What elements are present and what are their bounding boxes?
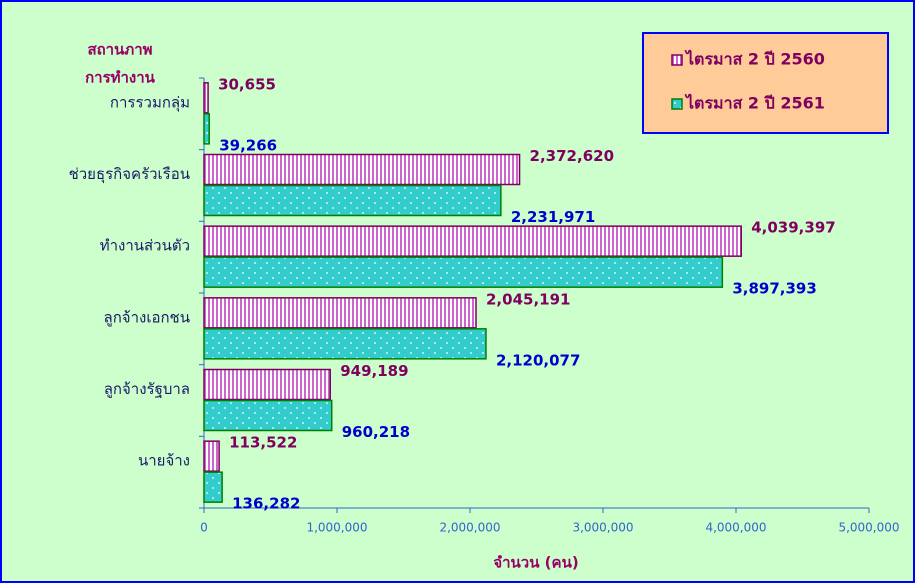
x-tick-label: 3,000,000 <box>572 521 633 535</box>
value-label: 113,522 <box>229 434 297 452</box>
value-label: 2,045,191 <box>486 290 570 308</box>
legend-swatch <box>671 98 683 110</box>
x-tick-label: 5,000,000 <box>838 521 899 535</box>
bar <box>203 297 477 329</box>
value-label: 3,897,393 <box>732 280 816 298</box>
value-label: 2,231,971 <box>511 208 595 226</box>
bar <box>203 471 223 503</box>
y-tick-label: การรวมกลุ่ม <box>110 93 190 112</box>
y-tick-label: ทำงานส่วนตัว <box>100 237 190 255</box>
value-label: 949,189 <box>340 362 408 380</box>
x-tick-label: 2,000,000 <box>439 521 500 535</box>
bar <box>203 82 209 114</box>
x-tick-label: 1,000,000 <box>306 521 367 535</box>
value-label: 39,266 <box>219 136 277 154</box>
y-tick-label: นายจ้าง <box>138 452 190 470</box>
value-label: 960,218 <box>342 423 410 441</box>
bar <box>203 225 742 257</box>
x-axis-title: จำนวน (คน) <box>493 554 578 572</box>
bar <box>203 399 333 432</box>
y-axis-title: การทำงาน <box>85 69 156 87</box>
value-label: 136,282 <box>232 495 300 513</box>
legend-swatch <box>671 54 683 66</box>
value-label: 2,372,620 <box>530 147 614 165</box>
value-label: 4,039,397 <box>751 219 835 237</box>
x-tick-label: 0 <box>200 521 208 535</box>
bar <box>203 184 502 217</box>
legend <box>642 32 889 134</box>
y-tick-label: ลูกจ้างเอกชน <box>104 308 190 326</box>
bar <box>203 368 331 401</box>
bar <box>203 113 210 145</box>
y-tick-label: ลูกจ้างรัฐบาล <box>104 380 190 398</box>
bar <box>203 256 724 288</box>
value-label: 2,120,077 <box>496 351 580 369</box>
y-axis-title: สถานภาพ <box>87 41 152 59</box>
bar <box>203 153 521 186</box>
y-tick-label: ช่วยธุรกิจครัวเรือน <box>69 165 190 184</box>
value-label: 30,655 <box>218 75 276 93</box>
x-tick-label: 4,000,000 <box>705 521 766 535</box>
legend-label: ไตรมาส 2 ปี 2560 <box>684 50 825 69</box>
bar <box>203 328 487 360</box>
bar <box>203 440 220 472</box>
legend-label: ไตรมาส 2 ปี 2561 <box>684 94 825 113</box>
